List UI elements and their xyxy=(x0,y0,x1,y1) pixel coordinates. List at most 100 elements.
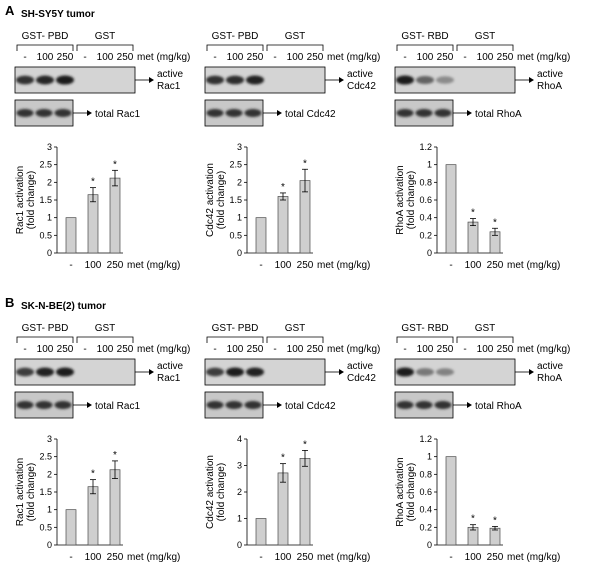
significance-marker: * xyxy=(471,514,475,525)
y-tick-label: 0.6 xyxy=(419,487,432,497)
y-tick-label: 0.2 xyxy=(419,230,432,240)
y-tick-label: 0 xyxy=(237,540,242,550)
x-tick-label: 100 xyxy=(275,260,292,271)
lane-label: 250 xyxy=(437,344,454,355)
lane-label: 100 xyxy=(477,344,494,355)
x-axis-label: met (mg/kg) xyxy=(317,552,370,563)
total-band xyxy=(225,401,243,409)
y-tick-label: 1.5 xyxy=(39,195,52,205)
x-axis-label: met (mg/kg) xyxy=(507,260,560,271)
blot-column: GST- RBD GST- 100 250-100 250 met (mg/kg)acti… xyxy=(394,31,570,271)
lane-label: - xyxy=(273,344,276,355)
x-tick-label: - xyxy=(259,260,262,271)
lane-bracket xyxy=(206,336,264,343)
y-axis-label-line1: Rac1 activation xyxy=(15,458,26,526)
lane-label: 100 xyxy=(37,52,54,63)
lane-label: 100 xyxy=(287,52,304,63)
bar xyxy=(299,457,311,546)
significance-marker: * xyxy=(113,450,117,461)
pulldown-header-label: GST- PBD xyxy=(22,31,69,42)
active-band xyxy=(416,368,434,376)
y-tick-label: 0.8 xyxy=(419,469,432,479)
y-tick-label: 0 xyxy=(47,248,52,258)
blot-column: GST- PBD GST- 100 250-100 250 met (mg/kg)acti… xyxy=(14,323,190,563)
active-blot-frame xyxy=(14,358,136,386)
active-band xyxy=(56,75,74,85)
significance-marker: * xyxy=(493,515,497,526)
lane-bracket xyxy=(266,336,324,343)
significance-marker: * xyxy=(493,217,497,228)
lane-bracket xyxy=(456,44,514,51)
y-tick-label: 3 xyxy=(237,461,242,471)
active-band xyxy=(226,367,244,377)
gst-header-label: GST xyxy=(475,31,496,42)
total-band xyxy=(434,109,452,117)
y-tick-label: 0.6 xyxy=(419,195,432,205)
bar xyxy=(277,196,289,254)
lane-label: - xyxy=(83,344,86,355)
active-label-line2: Rac1 xyxy=(157,373,181,384)
blot-column: GST- PBD GST- 100 250-100 250 met (mg/kg)acti… xyxy=(204,31,380,271)
bar xyxy=(87,486,99,546)
lane-bracket xyxy=(396,336,454,343)
panel-title: SH-SY5Y tumor xyxy=(21,9,95,20)
total-band xyxy=(54,109,72,117)
active-blot-frame xyxy=(14,66,136,94)
x-axis-label: met (mg/kg) xyxy=(507,552,560,563)
x-tick-label: 250 xyxy=(487,260,504,271)
total-arrow-head xyxy=(277,402,282,408)
y-tick-label: 0 xyxy=(427,540,432,550)
lane-label: - xyxy=(463,344,466,355)
active-arrow-head xyxy=(339,369,344,375)
x-tick-label: 100 xyxy=(85,552,102,563)
lane-label: 100 xyxy=(417,344,434,355)
total-label: total Cdc42 xyxy=(285,401,336,412)
lane-label: 250 xyxy=(57,344,74,355)
pulldown-header-label: GST- PBD xyxy=(22,323,69,334)
x-tick-label: 250 xyxy=(487,552,504,563)
active-blot-frame xyxy=(394,358,516,386)
pulldown-header-label: GST- PBD xyxy=(212,31,259,42)
lane-label: 250 xyxy=(57,52,74,63)
lane-label: 250 xyxy=(437,52,454,63)
active-band xyxy=(16,75,34,85)
panel-title: SK-N-BE(2) tumor xyxy=(21,301,106,312)
y-tick-label: 2.5 xyxy=(229,160,242,170)
lane-bracket xyxy=(16,44,74,51)
lane-label: 100 xyxy=(227,52,244,63)
active-band xyxy=(36,75,54,85)
y-tick-label: 3 xyxy=(237,142,242,152)
dose-label: met (mg/kg) xyxy=(517,344,570,355)
lane-label: 250 xyxy=(307,344,324,355)
panel-letter: B xyxy=(5,295,14,310)
y-tick-label: 1 xyxy=(427,160,432,170)
active-arrow-head xyxy=(529,369,534,375)
y-axis-label-line2: (fold change) xyxy=(406,171,417,229)
active-band xyxy=(246,75,264,85)
total-band xyxy=(415,401,433,409)
lane-label: 100 xyxy=(477,52,494,63)
y-tick-label: 0 xyxy=(47,540,52,550)
dose-label: met (mg/kg) xyxy=(327,52,380,63)
x-axis-label: met (mg/kg) xyxy=(127,260,180,271)
total-arrow-head xyxy=(87,402,92,408)
y-tick-label: 1.5 xyxy=(39,487,52,497)
lane-label: 250 xyxy=(497,52,514,63)
blot-column: GST- RBD GST- 100 250-100 250 met (mg/kg)acti… xyxy=(394,323,570,563)
y-tick-label: 1 xyxy=(237,514,242,524)
active-label-line1: active xyxy=(537,69,564,80)
active-label-line1: active xyxy=(537,361,564,372)
active-band xyxy=(36,367,54,377)
active-arrow-head xyxy=(529,77,534,83)
active-arrow-head xyxy=(149,369,154,375)
total-band xyxy=(396,401,414,409)
x-tick-label: 100 xyxy=(465,260,482,271)
x-tick-label: 250 xyxy=(107,552,124,563)
y-tick-label: 0.2 xyxy=(419,522,432,532)
y-tick-label: 1 xyxy=(237,213,242,223)
total-band xyxy=(244,401,262,409)
bar xyxy=(65,217,77,254)
active-band xyxy=(396,367,414,377)
y-tick-label: 2 xyxy=(237,487,242,497)
active-label-line1: active xyxy=(347,69,374,80)
